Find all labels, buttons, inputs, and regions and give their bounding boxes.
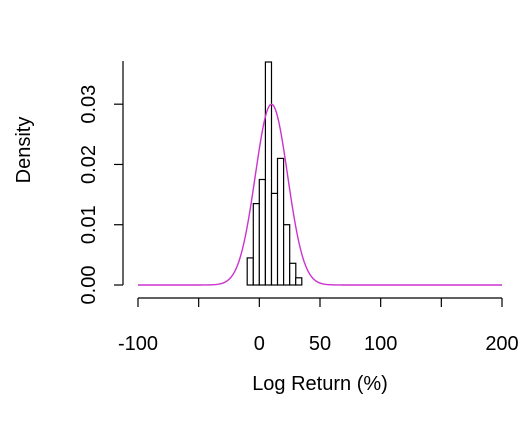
x-tick-label: -100: [118, 333, 158, 355]
y-axis-title: Density: [13, 117, 35, 184]
histogram-bar-3: [264, 61, 273, 286]
y-tick-label: 0.03: [78, 85, 100, 124]
histogram-bar-7: [289, 262, 297, 286]
histogram-bar-1: [252, 203, 261, 286]
histogram-bar-8: [295, 277, 303, 286]
histogram-bar-4: [270, 192, 279, 286]
histogram-bar-2: [258, 178, 266, 286]
x-tick-label: 0: [254, 333, 265, 355]
x-axis-ticks: -100 0 50 100 200: [118, 298, 519, 355]
y-tick-label: 0.00: [78, 266, 100, 305]
x-tick-label: 200: [485, 333, 518, 355]
density-curve: [138, 103, 502, 286]
y-axis-ticks: 0.00 0.01 0.02 0.03: [78, 85, 123, 305]
x-tick-label: 50: [309, 333, 331, 355]
x-axis-title: Log Return (%): [252, 373, 388, 395]
histogram-bar-5: [276, 157, 285, 286]
y-tick-label: 0.01: [78, 205, 100, 244]
histogram-bar-6: [283, 224, 291, 286]
histogram-bar-0: [246, 257, 254, 286]
x-tick-label: 100: [364, 333, 397, 355]
histogram-bars: [246, 61, 303, 286]
y-tick-label: 0.02: [78, 145, 100, 184]
